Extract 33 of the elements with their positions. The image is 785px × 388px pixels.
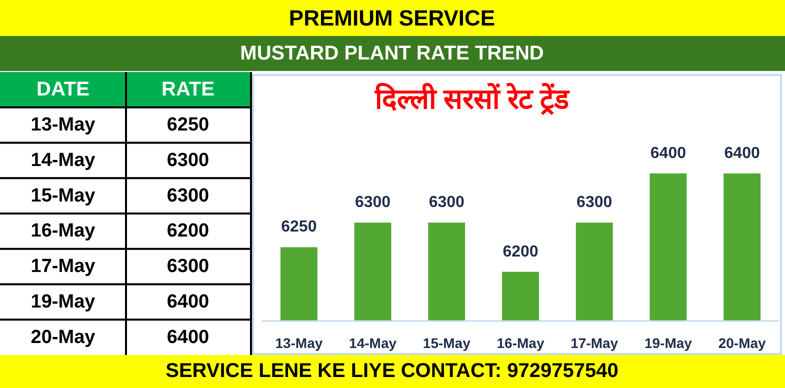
category-label: 17-May (30, 256, 96, 278)
x-tick: 16-May (496, 335, 544, 351)
data-label: 6300 (355, 194, 391, 212)
data-label: 6300 (166, 185, 210, 206)
category-label: 15-May (30, 185, 96, 206)
data-label: 6300 (428, 194, 464, 212)
data-label: 6400 (724, 144, 760, 162)
category-label: 13-May (30, 114, 96, 136)
data-label: 6200 (502, 243, 538, 260)
data-label: 6300 (166, 256, 210, 278)
data-label: 6250 (281, 218, 317, 236)
x-tick: 19-May (644, 335, 692, 351)
data-label: 6400 (650, 144, 686, 162)
data-label: 6400 (166, 291, 210, 312)
header-band: PREMIUM SERVICE (0, 0, 785, 36)
category-label: 20-May (30, 326, 96, 348)
value-table: DATE RATE 13-May 6250 14-May 6300 15-May 6300 16-May 6200 17-May 6300 19-May 6400 20-May 6400 (0, 72, 252, 355)
subtitle-band: MUSTARD PLANT RATE TREND (0, 36, 785, 71)
x-tick: 14-May (349, 335, 397, 351)
category-label: 16-May (30, 220, 96, 242)
x-tick: 15-May (422, 335, 470, 351)
data-label: 6250 (166, 114, 210, 136)
footer-band: SERVICE LENE KE LIYE CONTACT: 9729757540 (0, 355, 785, 388)
data-label: 6400 (166, 326, 210, 348)
data-label: 6200 (166, 220, 210, 242)
x-tick: 13-May (275, 335, 323, 351)
category-label: 19-May (30, 291, 96, 312)
x-tick: 17-May (570, 335, 618, 351)
category-label: 14-May (30, 150, 96, 171)
x-tick: 20-May (718, 335, 766, 351)
title: दिल्ली सरसों रेट ट्रेंड (374, 84, 570, 114)
data-label: 6300 (576, 194, 612, 212)
data-label: 6300 (166, 150, 210, 171)
